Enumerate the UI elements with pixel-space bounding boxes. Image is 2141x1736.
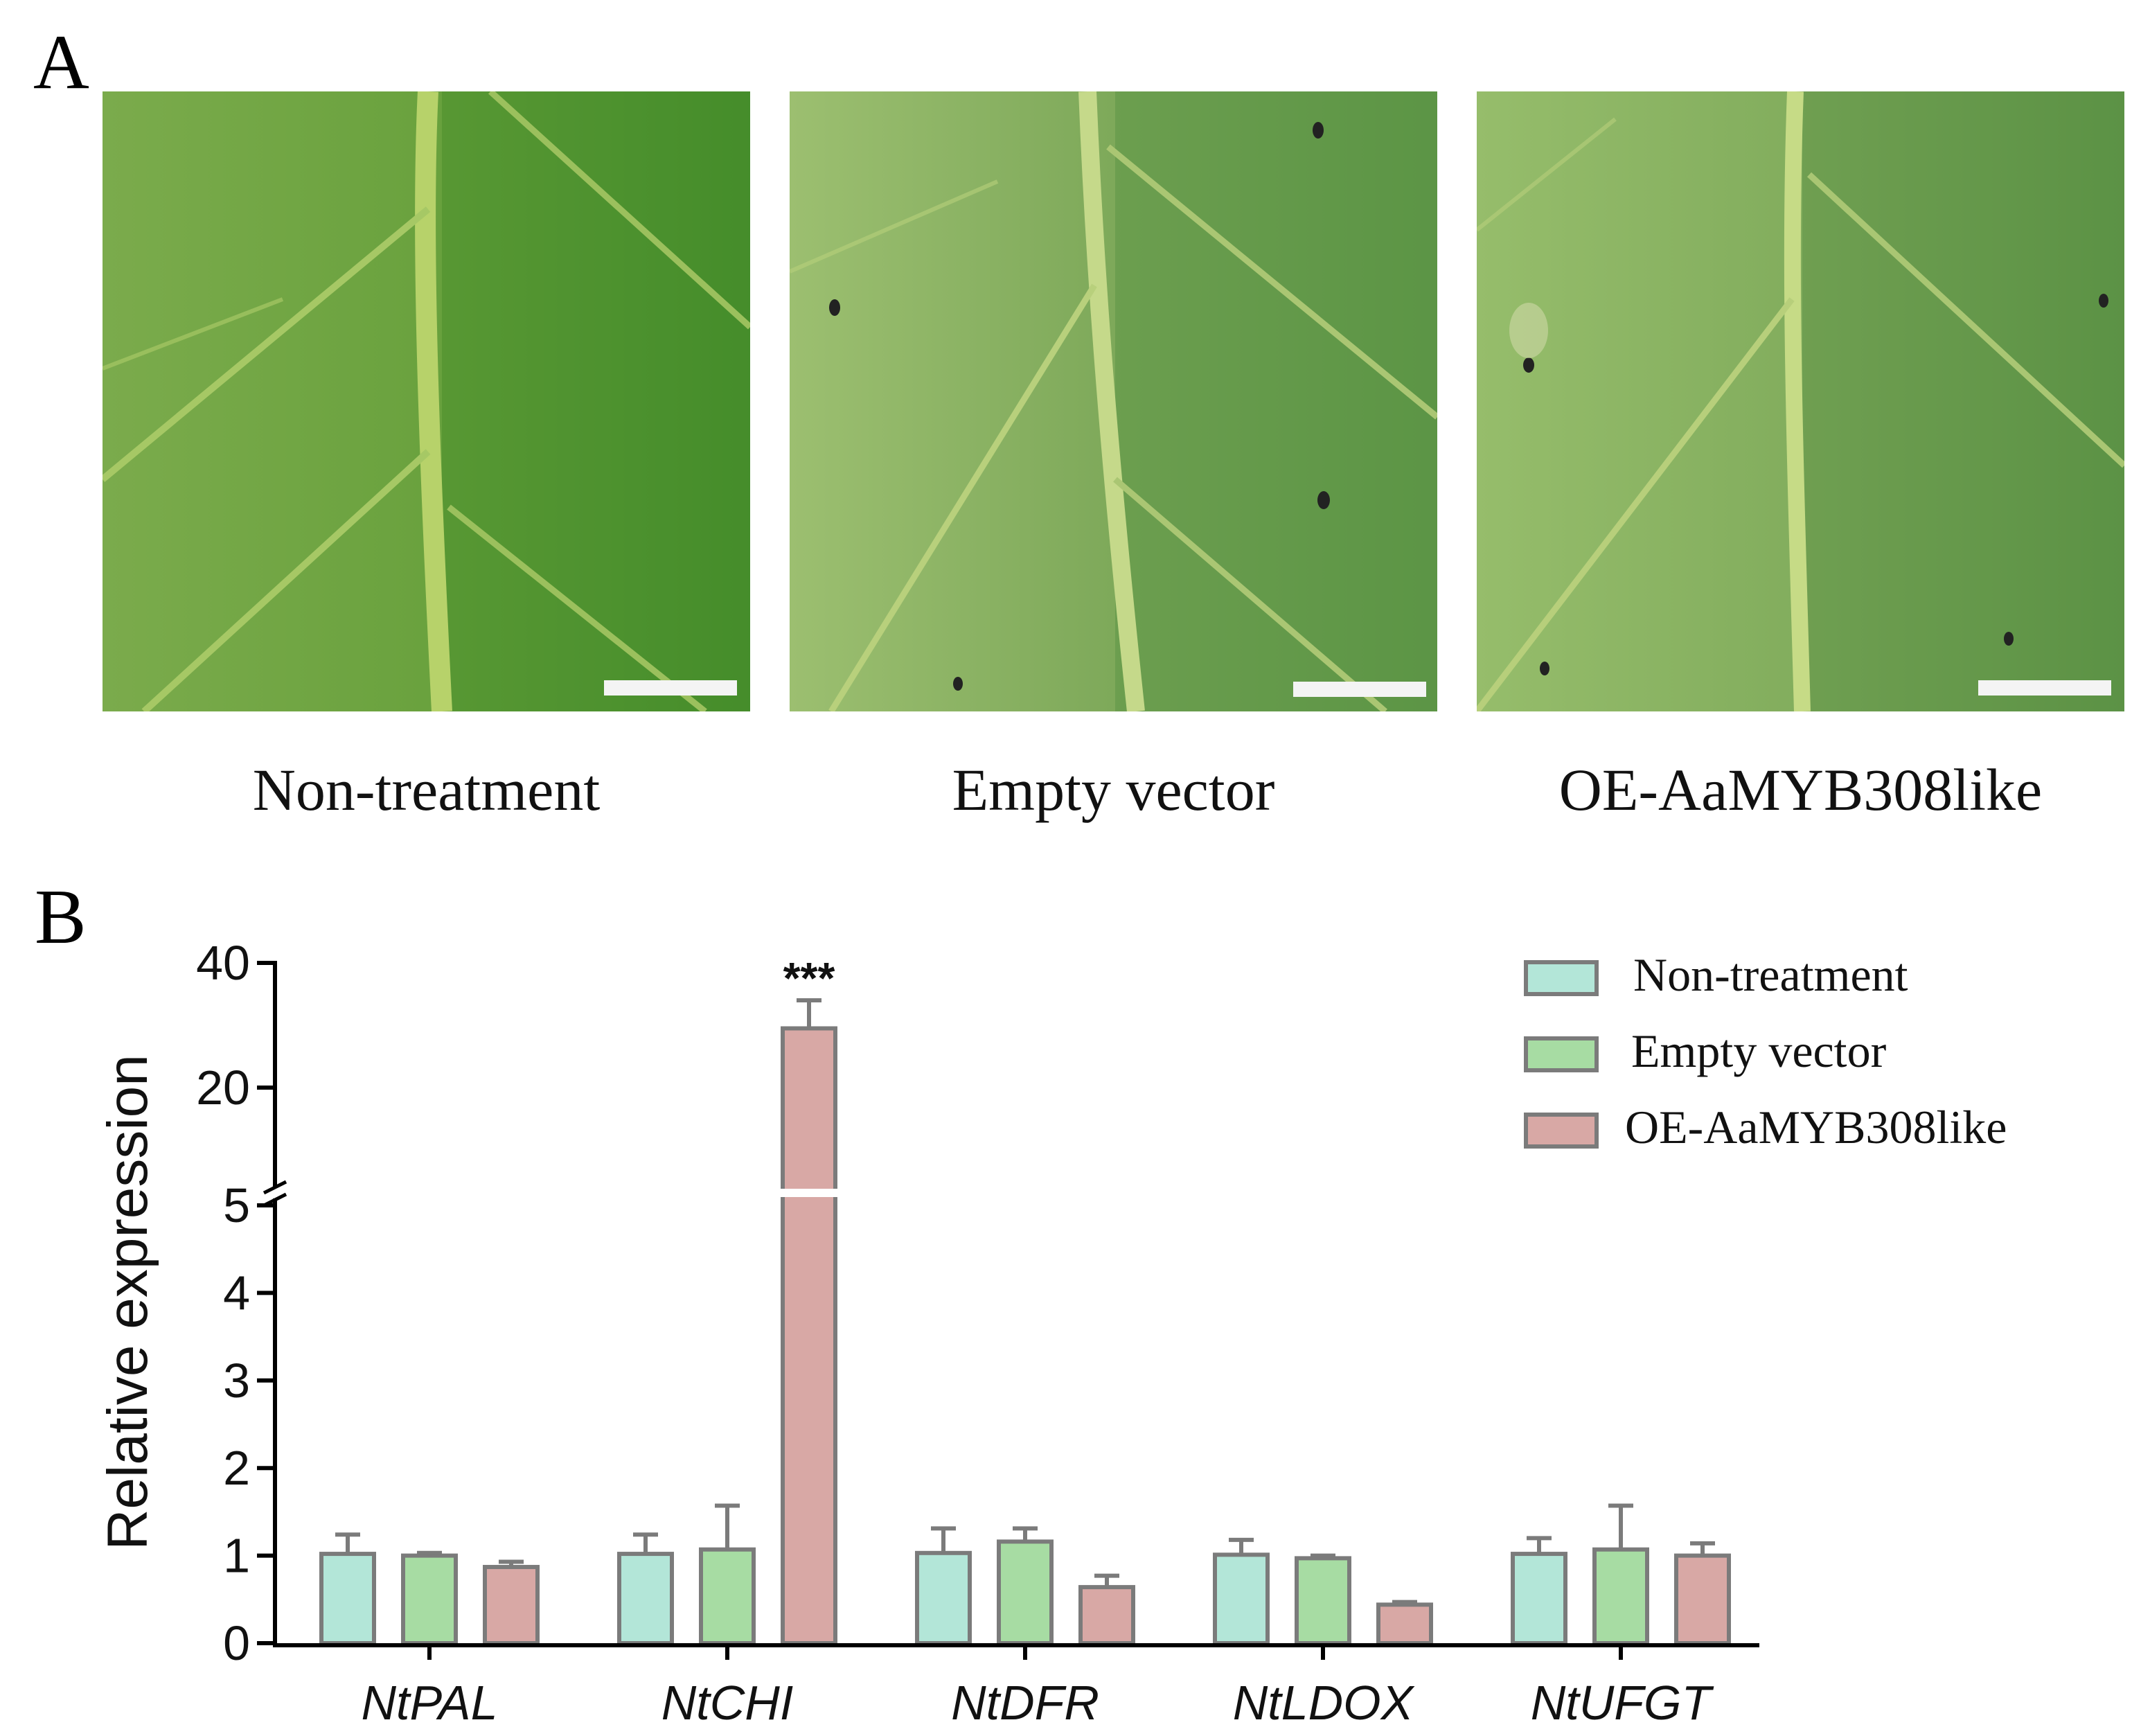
leaf-photo-oe-aamyb308like	[1477, 91, 2124, 711]
bar-NtCHI-OE-AaMYB308like	[781, 1026, 837, 1645]
x-tick-label-NtCHI: NtCHI	[661, 1676, 794, 1730]
axis-break-gap	[780, 1189, 838, 1197]
bar-NtDFR-Empty vector	[997, 1539, 1054, 1645]
bar-NtDFR-Non-treatment	[915, 1550, 972, 1646]
y-tick-label: 1	[223, 1529, 250, 1583]
scale-bar	[1978, 680, 2111, 696]
y-tick-label: 3	[223, 1354, 250, 1408]
bar-NtLDOX-Non-treatment	[1213, 1552, 1270, 1645]
legend-label-empty-vector: Empty vector	[1631, 1025, 1887, 1077]
x-tick-label-NtUFGT: NtUFGT	[1531, 1676, 1714, 1730]
axis-break-mark	[263, 1180, 287, 1195]
bar-NtUFGT-OE-AaMYB308like	[1674, 1553, 1731, 1646]
legend-swatch-non-treatment	[1524, 960, 1599, 996]
legend-label-oe-aamyb308like: OE-AaMYB308like	[1625, 1101, 2007, 1153]
bar-NtUFGT-Non-treatment	[1511, 1552, 1567, 1646]
bar-NtCHI-Empty vector	[699, 1547, 756, 1645]
legend-swatch-empty-vector	[1524, 1036, 1599, 1072]
panel-b-letter: B	[35, 874, 87, 960]
y-tick-label: 0	[223, 1616, 250, 1670]
significance-annotation: ***	[783, 953, 835, 1003]
leaf-photo-empty-vector	[790, 91, 1437, 711]
y-tick-label: 2	[223, 1441, 250, 1495]
scale-bar	[604, 680, 737, 696]
bar-NtPAL-Empty vector	[401, 1553, 458, 1646]
leaf-photo-non-treatment	[103, 91, 750, 711]
y-axis-label: Relative expression	[96, 1054, 159, 1550]
bar-NtLDOX-Empty vector	[1295, 1556, 1351, 1646]
bar-NtUFGT-Empty vector	[1592, 1547, 1649, 1645]
scale-bar	[1293, 682, 1426, 697]
bar-NtCHI-Non-treatment	[617, 1552, 674, 1646]
x-tick-label-NtLDOX: NtLDOX	[1233, 1676, 1415, 1730]
panel-a-letter: A	[33, 19, 89, 105]
y-tick-label: 40	[196, 936, 250, 990]
bar-NtPAL-OE-AaMYB308like	[483, 1565, 540, 1645]
bar-NtLDOX-OE-AaMYB308like	[1376, 1602, 1433, 1646]
caption-oe-aamyb308like: OE-AaMYB308like	[1558, 756, 2043, 823]
bar-NtDFR-OE-AaMYB308like	[1078, 1585, 1135, 1646]
y-tick-label: 20	[196, 1061, 250, 1115]
legend-label-non-treatment: Non-treatment	[1633, 948, 1908, 1001]
x-tick-label-NtPAL: NtPAL	[361, 1676, 497, 1730]
legend-swatch-oe-aamyb308like	[1524, 1113, 1599, 1149]
caption-empty-vector: Empty vector	[952, 756, 1275, 823]
y-tick-label: 4	[223, 1266, 250, 1320]
y-tick-label: 5	[223, 1178, 250, 1232]
caption-non-treatment: Non-treatment	[252, 756, 601, 823]
bar-NtPAL-Non-treatment	[319, 1552, 376, 1646]
x-tick-label-NtDFR: NtDFR	[951, 1676, 1099, 1730]
